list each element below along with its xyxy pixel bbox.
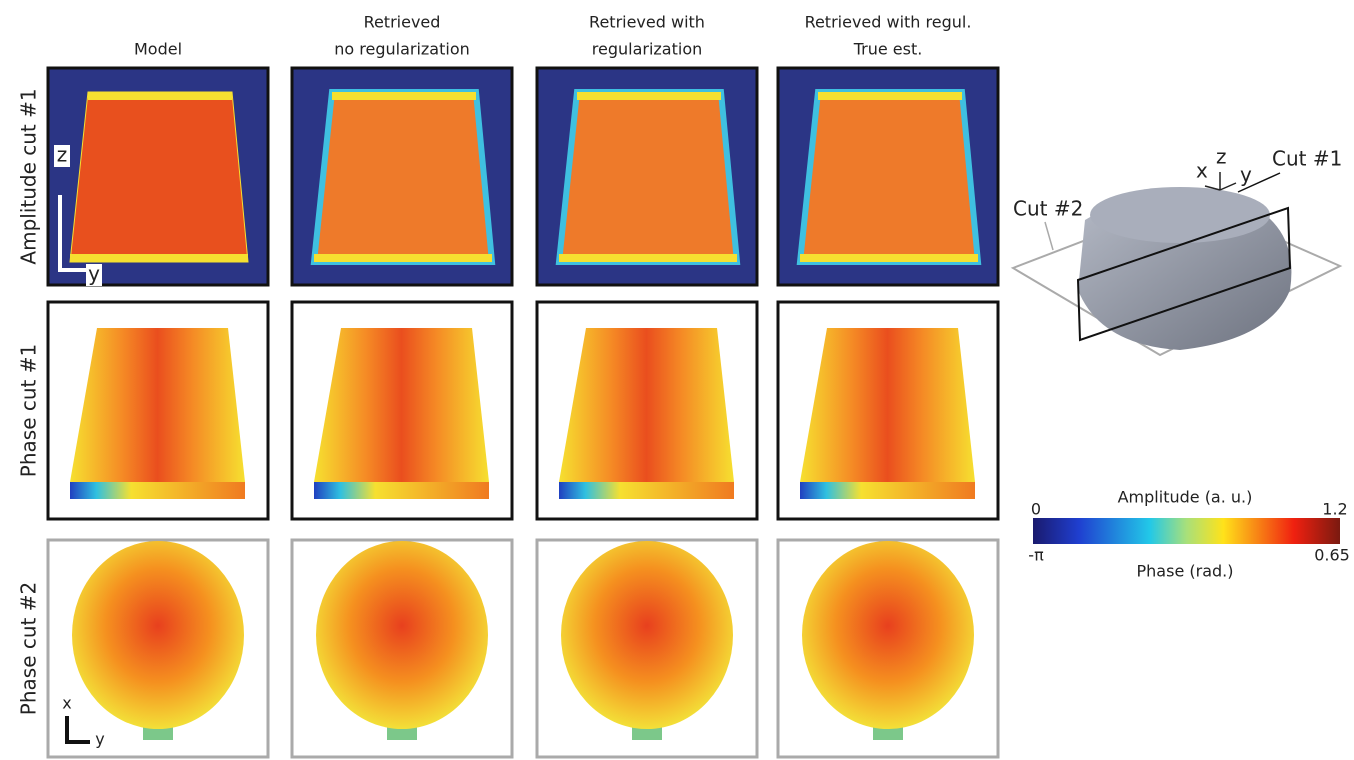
row-label: Amplitude cut #1 [17, 88, 41, 264]
amplitude-max: 1.2 [1322, 500, 1347, 519]
amplitude-object [314, 92, 492, 262]
phase1-object [800, 328, 975, 482]
amplitude-bottom-edge [559, 254, 737, 262]
axis-label: y [95, 730, 104, 749]
object-top [1090, 187, 1270, 243]
inset-z: z [1216, 145, 1227, 169]
amplitude-object [559, 92, 737, 262]
panels: Model Retrieved no regularization Retrieved… [17, 13, 999, 758]
phase1-bar [800, 482, 975, 499]
row-label: Phase cut #2 [17, 582, 41, 715]
axis-label: y [88, 262, 100, 286]
phase1-object [70, 328, 245, 482]
colorbar: Amplitude (a. u.) 0 1.2 -π 0.65 Phase (r… [1028, 488, 1350, 581]
column-header: True est. [853, 40, 923, 59]
amplitude-bottom-edge [314, 254, 492, 262]
colorbar-gradient [1033, 518, 1340, 544]
cut1-label: Cut #1 [1272, 147, 1342, 171]
row-label: Phase cut #1 [17, 344, 41, 477]
cut2-leader [1045, 222, 1053, 250]
axis-label: z [57, 143, 68, 167]
amplitude-top-edge [332, 92, 476, 100]
column-header: regularization [592, 40, 703, 59]
amplitude-top-edge [818, 92, 962, 100]
phase-title: Phase (rad.) [1137, 562, 1234, 581]
phase1-object [314, 328, 489, 482]
phase1-bar [70, 482, 245, 499]
inset-3d: x z y Cut #1 Cut #2 [1013, 145, 1342, 356]
column-header: Model [134, 40, 182, 59]
phase1-bar [314, 482, 489, 499]
phase-min: -π [1028, 546, 1044, 565]
phase2-object [72, 541, 244, 729]
phase-max: 0.65 [1314, 546, 1350, 565]
column-header: Retrieved with regul. [805, 13, 972, 32]
figure: Model Retrieved no regularization Retrieved… [0, 0, 1354, 760]
phase2-object [561, 541, 733, 729]
amplitude-object [800, 92, 978, 262]
inset-y: y [1240, 163, 1252, 187]
amplitude-bottom-edge [800, 254, 978, 262]
amplitude-title: Amplitude (a. u.) [1118, 488, 1253, 507]
cut2-label: Cut #2 [1013, 197, 1083, 221]
axes-triad [1205, 172, 1236, 190]
amplitude-min: 0 [1031, 500, 1041, 519]
column-header: Retrieved with [589, 13, 705, 32]
phase2-object [802, 541, 974, 729]
inset-x: x [1196, 159, 1208, 183]
amplitude-top-edge [88, 92, 232, 100]
axis-label: x [62, 694, 71, 713]
amplitude-top-edge [577, 92, 721, 100]
phase1-bar [559, 482, 734, 499]
column-header: Retrieved [364, 13, 441, 32]
amplitude-object [70, 92, 248, 262]
phase1-object [559, 328, 734, 482]
column-header: no regularization [334, 40, 470, 59]
phase2-object [316, 541, 488, 729]
